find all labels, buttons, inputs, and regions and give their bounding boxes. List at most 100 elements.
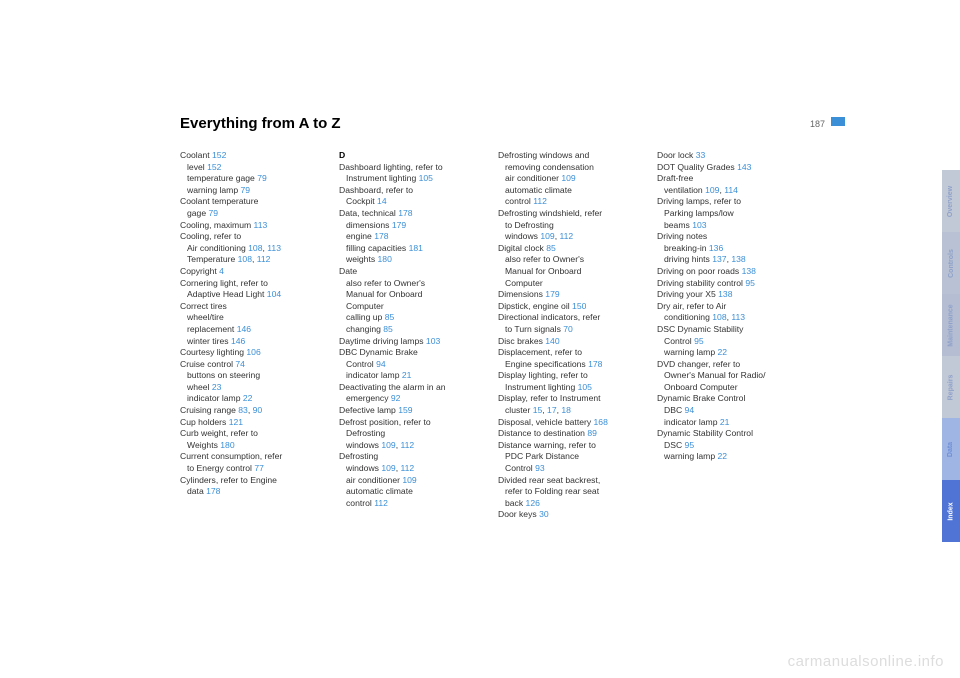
side-tab-repairs[interactable]: Repairs [942, 356, 960, 418]
page-ref-link[interactable]: 4 [219, 266, 224, 276]
page-ref-link[interactable]: 103 [426, 336, 440, 346]
page-ref-link[interactable]: 140 [545, 336, 559, 346]
page-ref-link[interactable]: 21 [720, 417, 730, 427]
page-ref-link[interactable]: 74 [235, 359, 245, 369]
page-ref-link[interactable]: 121 [229, 417, 243, 427]
page-ref-link[interactable]: 23 [212, 382, 222, 392]
page-ref-link[interactable]: 180 [220, 440, 234, 450]
page-ref-link[interactable]: 138 [718, 289, 732, 299]
page-ref-link[interactable]: 79 [241, 185, 251, 195]
page-ref-link[interactable]: 95 [745, 278, 755, 288]
page-ref-link[interactable]: 89 [587, 428, 597, 438]
page-ref-link[interactable]: 168 [594, 417, 608, 427]
side-tab-data[interactable]: Data [942, 418, 960, 480]
page-ref-link[interactable]: 146 [237, 324, 251, 334]
page-ref-link[interactable]: 17 [547, 405, 557, 415]
page-ref-link[interactable]: 138 [742, 266, 756, 276]
index-entry: Daytime driving lamps 103 [339, 336, 482, 348]
page-ref-link[interactable]: 30 [539, 509, 549, 519]
page-ref-link[interactable]: 137 [712, 254, 726, 264]
page-ref-link[interactable]: 85 [383, 324, 393, 334]
page-ref-link[interactable]: 22 [243, 393, 253, 403]
index-column: DDashboard lighting, refer toInstrument … [339, 150, 482, 521]
page-ref-link[interactable]: 85 [385, 312, 395, 322]
index-subentry: beams 103 [657, 220, 800, 232]
page-ref-link[interactable]: 14 [377, 196, 387, 206]
page-ref-link[interactable]: 109 [561, 173, 575, 183]
page-ref-link[interactable]: 152 [212, 150, 226, 160]
page-ref-link[interactable]: 112 [400, 463, 414, 473]
page-ref-link[interactable]: 106 [246, 347, 260, 357]
page-ref-link[interactable]: 113 [254, 220, 268, 230]
page-ref-link[interactable]: 179 [392, 220, 406, 230]
page-ref-link[interactable]: 138 [731, 254, 745, 264]
page-ref-link[interactable]: 180 [378, 254, 392, 264]
page-ref-link[interactable]: 112 [374, 498, 388, 508]
page-ref-link[interactable]: 159 [398, 405, 412, 415]
page-ref-link[interactable]: 109 [540, 231, 554, 241]
index-subentry: winter tires 146 [180, 336, 323, 348]
page-ref-link[interactable]: 79 [257, 173, 267, 183]
page-ref-link[interactable]: 108 [248, 243, 262, 253]
page-ref-link[interactable]: 178 [588, 359, 602, 369]
page-ref-link[interactable]: 92 [391, 393, 401, 403]
page-ref-link[interactable]: 94 [685, 405, 695, 415]
page-ref-link[interactable]: 18 [561, 405, 571, 415]
side-tab-controls[interactable]: Controls [942, 232, 960, 294]
page-ref-link[interactable]: 178 [374, 231, 388, 241]
page-ref-link[interactable]: 93 [535, 463, 545, 473]
page-ref-link[interactable]: 136 [709, 243, 723, 253]
page-ref-link[interactable]: 112 [257, 254, 271, 264]
page-ref-link[interactable]: 94 [376, 359, 386, 369]
page-ref-link[interactable]: 178 [206, 486, 220, 496]
page-ref-link[interactable]: 33 [696, 150, 706, 160]
page-ref-link[interactable]: 143 [737, 162, 751, 172]
page-ref-link[interactable]: 108 [712, 312, 726, 322]
side-tab-maintenance[interactable]: Maintenance [942, 294, 960, 356]
index-entry: Digital clock 85 [498, 243, 641, 255]
page-ref-link[interactable]: 181 [409, 243, 423, 253]
page-ref-link[interactable]: 109 [381, 440, 395, 450]
index-columns: Coolant 152level 152temperature gage 79w… [180, 150, 800, 521]
page-ref-link[interactable]: 90 [253, 405, 263, 415]
page-ref-link[interactable]: 108 [238, 254, 252, 264]
page-ref-link[interactable]: 83 [238, 405, 248, 415]
page-ref-link[interactable]: 104 [267, 289, 281, 299]
page-ref-link[interactable]: 70 [563, 324, 573, 334]
page-ref-link[interactable]: 113 [267, 243, 281, 253]
page-ref-link[interactable]: 15 [533, 405, 543, 415]
page-ref-link[interactable]: 85 [546, 243, 556, 253]
page-ref-link[interactable]: 22 [718, 347, 728, 357]
page-ref-link[interactable]: 105 [419, 173, 433, 183]
page-ref-link[interactable]: 112 [559, 231, 573, 241]
page-ref-link[interactable]: 103 [692, 220, 706, 230]
page-ref-link[interactable]: 21 [402, 370, 412, 380]
index-entry: Dashboard, refer to [339, 185, 482, 197]
page-ref-link[interactable]: 146 [231, 336, 245, 346]
page-ref-link[interactable]: 77 [254, 463, 264, 473]
page-ref-link[interactable]: 112 [400, 440, 414, 450]
index-subentry: refer to Folding rear seat [498, 486, 641, 498]
page-ref-link[interactable]: 112 [533, 196, 547, 206]
page-ref-link[interactable]: 179 [545, 289, 559, 299]
page-ref-link[interactable]: 126 [526, 498, 540, 508]
page-ref-link[interactable]: 150 [572, 301, 586, 311]
index-entry: Display, refer to Instrument [498, 393, 641, 405]
page-ref-link[interactable]: 79 [209, 208, 219, 218]
page-ref-link[interactable]: 95 [685, 440, 695, 450]
index-subentry: dimensions 179 [339, 220, 482, 232]
page-ref-link[interactable]: 109 [381, 463, 395, 473]
page-ref-link[interactable]: 95 [694, 336, 704, 346]
page-ref-link[interactable]: 22 [718, 451, 728, 461]
page-ref-link[interactable]: 109 [402, 475, 416, 485]
page-ref-link[interactable]: 152 [207, 162, 221, 172]
page-ref-link[interactable]: 114 [724, 185, 738, 195]
side-tab-index[interactable]: Index [942, 480, 960, 542]
page-ref-link[interactable]: 178 [398, 208, 412, 218]
page-ref-link[interactable]: 105 [578, 382, 592, 392]
index-entry: Defrosting [339, 451, 482, 463]
side-tab-overview[interactable]: Overview [942, 170, 960, 232]
index-subentry: Control 94 [339, 359, 482, 371]
page-ref-link[interactable]: 113 [731, 312, 745, 322]
page-ref-link[interactable]: 109 [705, 185, 719, 195]
